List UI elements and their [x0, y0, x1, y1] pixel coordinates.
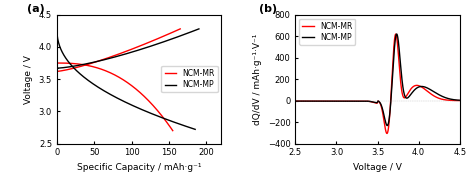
- Text: (b): (b): [259, 4, 277, 14]
- X-axis label: Specific Capacity / mAh·g⁻¹: Specific Capacity / mAh·g⁻¹: [77, 163, 201, 172]
- Legend: NCM-MR, NCM-MP: NCM-MR, NCM-MP: [299, 19, 355, 45]
- X-axis label: Voltage / V: Voltage / V: [353, 163, 402, 172]
- Y-axis label: Voltage / V: Voltage / V: [24, 55, 33, 104]
- Text: (a): (a): [27, 4, 45, 14]
- Legend: NCM-MR, NCM-MP: NCM-MR, NCM-MP: [162, 66, 218, 92]
- Y-axis label: dQ/dV / mAh·g⁻¹·V⁻¹: dQ/dV / mAh·g⁻¹·V⁻¹: [253, 33, 262, 125]
